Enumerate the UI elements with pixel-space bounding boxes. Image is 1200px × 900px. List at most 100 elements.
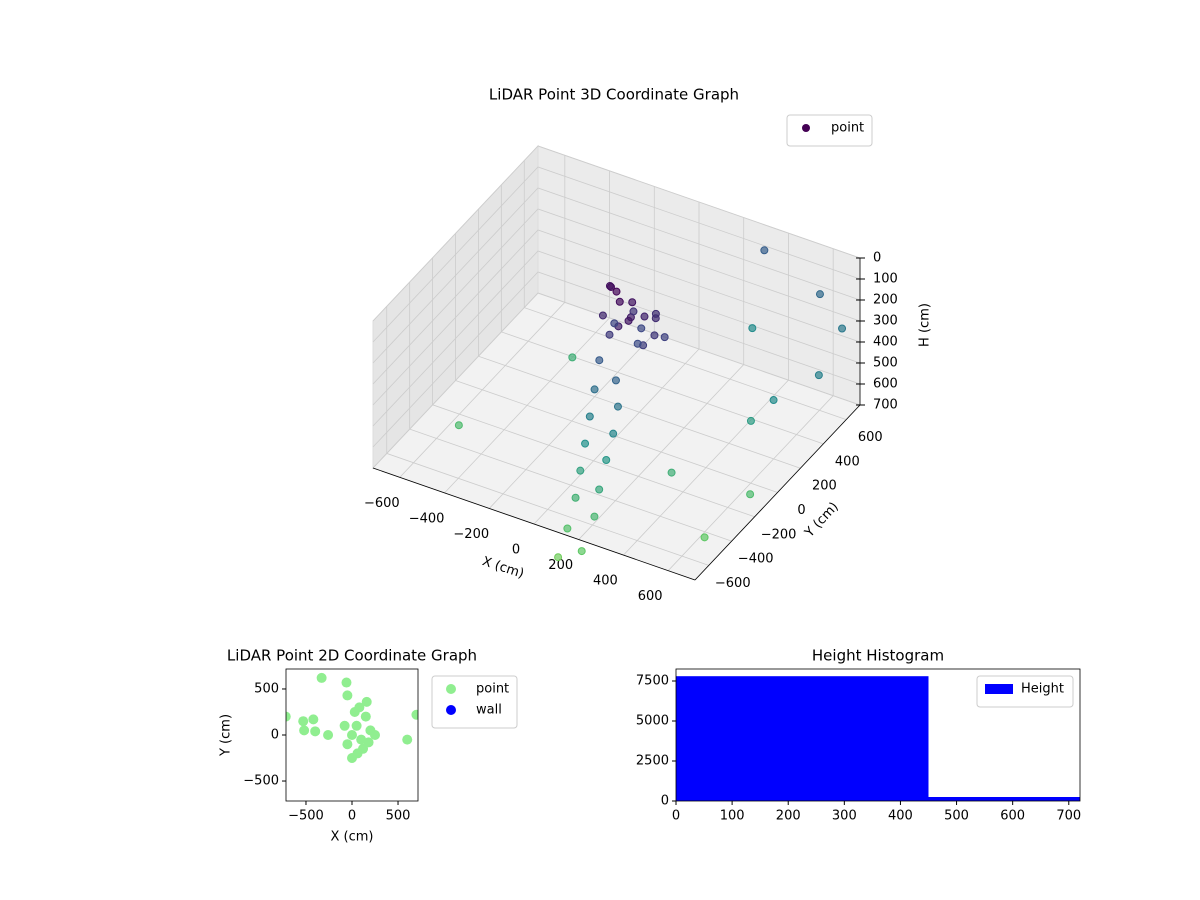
x-axis — [372, 467, 696, 581]
point — [700, 533, 709, 542]
z-tick-label: 300 — [873, 314, 898, 329]
x-tick-label: −500 — [288, 809, 324, 824]
y-axis-label: Y (cm) — [802, 500, 842, 542]
point — [667, 468, 676, 477]
y-tick-label: 0 — [271, 728, 279, 743]
grid-line — [372, 292, 861, 469]
point — [286, 711, 291, 722]
bar — [676, 676, 929, 801]
point — [342, 690, 353, 701]
point — [760, 246, 769, 255]
point — [769, 396, 778, 405]
y-tick-label: 0 — [797, 503, 805, 518]
y-tick-label: 0 — [661, 794, 669, 809]
x-tick-label: 700 — [1056, 809, 1081, 824]
point — [342, 739, 353, 750]
legend-label: Height — [1021, 682, 1064, 697]
chart-title: LiDAR Point 2D Coordinate Graph — [227, 647, 477, 665]
x-axis-label: X (cm) — [331, 830, 374, 845]
x-tick-label: 0 — [348, 809, 356, 824]
point — [352, 748, 363, 759]
y-tick-label: 200 — [812, 479, 837, 494]
point — [308, 714, 319, 725]
point — [341, 677, 352, 688]
point — [323, 730, 334, 740]
point — [814, 371, 823, 380]
legend-marker — [802, 124, 810, 132]
point — [361, 696, 372, 707]
legend-marker — [446, 705, 456, 715]
y-tick-label: 5000 — [636, 714, 669, 729]
point — [316, 672, 327, 683]
point — [650, 331, 659, 340]
point — [563, 524, 572, 533]
plot-area — [286, 672, 418, 764]
point — [612, 287, 621, 296]
point — [554, 553, 563, 562]
x-tick-label: 200 — [548, 558, 573, 573]
x-axis-label: X (cm) — [480, 554, 526, 582]
legend-label: point — [831, 121, 864, 136]
point — [595, 485, 604, 494]
point — [351, 720, 362, 731]
point — [651, 309, 660, 318]
point — [637, 324, 646, 333]
chart-title: LiDAR Point 3D Coordinate Graph — [489, 86, 739, 104]
legend-frame — [786, 114, 873, 147]
legend-label: wall — [476, 703, 502, 718]
point — [360, 711, 371, 722]
z-tick-label: 400 — [873, 335, 898, 350]
y-tick-label: 7500 — [636, 674, 669, 689]
y-tick-label: −200 — [761, 527, 797, 542]
grid-line — [372, 145, 861, 322]
point — [568, 353, 577, 362]
point — [349, 706, 360, 717]
z-tick-label: 200 — [873, 293, 898, 308]
y-axis — [694, 404, 861, 581]
point — [628, 298, 637, 307]
point — [748, 324, 757, 333]
x-tick-label: −600 — [364, 496, 400, 511]
y-axis-label: Y (cm) — [219, 714, 234, 757]
point — [571, 493, 580, 502]
point — [660, 333, 669, 342]
point — [577, 547, 586, 556]
x-tick-label: 0 — [672, 809, 680, 824]
point — [585, 412, 594, 421]
point — [581, 439, 590, 448]
point — [615, 297, 624, 306]
point — [613, 402, 622, 411]
point — [402, 734, 413, 745]
x-tick-label: 400 — [593, 574, 618, 589]
z-tick-label: 600 — [873, 377, 898, 392]
y-tick-label: 2500 — [636, 754, 669, 769]
x-tick-label: 600 — [1000, 809, 1025, 824]
point — [640, 312, 649, 321]
point — [633, 339, 642, 348]
x-tick-label: 0 — [512, 543, 520, 558]
x-tick-label: 500 — [386, 809, 411, 824]
point — [624, 316, 633, 325]
z-tick-label: 100 — [873, 272, 898, 287]
x-tick-label: −400 — [409, 511, 445, 526]
point — [605, 281, 614, 290]
point — [602, 455, 611, 464]
point — [611, 376, 620, 385]
point — [598, 311, 607, 320]
point — [454, 421, 463, 430]
point — [363, 737, 374, 748]
grid-line — [372, 271, 861, 448]
x-tick-label: 500 — [944, 809, 969, 824]
y-tick-label: 400 — [835, 454, 860, 469]
point — [370, 730, 381, 740]
point — [347, 730, 357, 740]
point — [838, 324, 847, 333]
grid-line — [372, 166, 861, 343]
legend-swatch — [985, 684, 1013, 694]
point — [590, 385, 599, 394]
legend-label: point — [476, 682, 509, 697]
chart-title: Height Histogram — [812, 647, 944, 665]
x-tick-label: 600 — [638, 589, 663, 604]
